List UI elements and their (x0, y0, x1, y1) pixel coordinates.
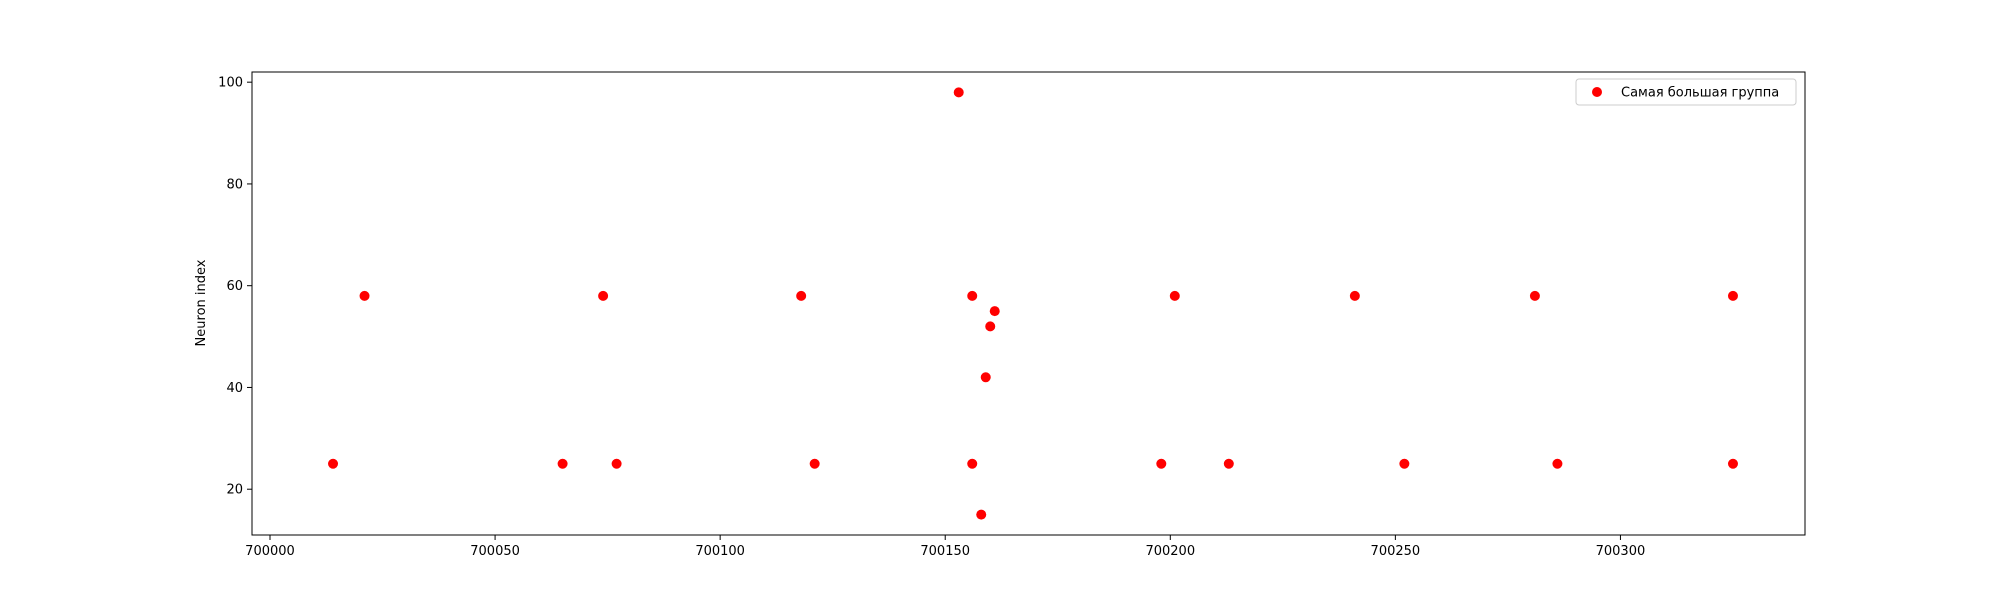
y-axis-label: Neuron index (194, 259, 209, 346)
x-tick-label: 700050 (470, 544, 520, 559)
data-point (1399, 458, 1410, 469)
x-tick-label: 700300 (1596, 544, 1646, 559)
x-tick-label: 700200 (1145, 544, 1195, 559)
legend-marker (1592, 87, 1602, 97)
x-tick-label: 700100 (695, 544, 745, 559)
x-tick-label: 700000 (245, 544, 295, 559)
plot-frame (251, 71, 1806, 536)
x-axis: 700000 700050 700100 700150 700200 700250 7003… (245, 535, 1645, 559)
data-point (328, 458, 339, 469)
data-point (985, 321, 996, 332)
data-point (611, 458, 622, 469)
y-tick-label: 20 (226, 483, 243, 498)
data-point (1552, 458, 1563, 469)
data-point (1349, 290, 1360, 301)
data-point (1169, 290, 1180, 301)
y-axis: 20 40 60 80 100 (218, 76, 252, 498)
data-point (980, 372, 991, 383)
y-tick-label: 80 (226, 177, 243, 192)
y-tick-label: 60 (226, 279, 243, 294)
y-tick-label: 100 (218, 76, 243, 91)
data-point (953, 87, 964, 98)
data-point (809, 458, 820, 469)
data-point (967, 290, 978, 301)
legend-label: Самая большая группа (1621, 86, 1779, 101)
data-point (1727, 290, 1738, 301)
plot-area (252, 72, 1805, 535)
data-point (359, 290, 370, 301)
y-tick-label: 40 (226, 381, 243, 396)
data-point (989, 306, 1000, 317)
x-tick-label: 700150 (920, 544, 970, 559)
data-point (598, 290, 609, 301)
x-tick-label: 700250 (1371, 544, 1421, 559)
legend: Самая большая группа (1575, 78, 1797, 106)
data-point (967, 458, 978, 469)
legend-box (1575, 78, 1797, 106)
data-point (796, 290, 807, 301)
data-point (557, 458, 568, 469)
data-point (1156, 458, 1167, 469)
data-point (1223, 458, 1234, 469)
data-point (976, 509, 987, 520)
data-point (1727, 458, 1738, 469)
data-point (1529, 290, 1540, 301)
data-points (328, 87, 1738, 520)
